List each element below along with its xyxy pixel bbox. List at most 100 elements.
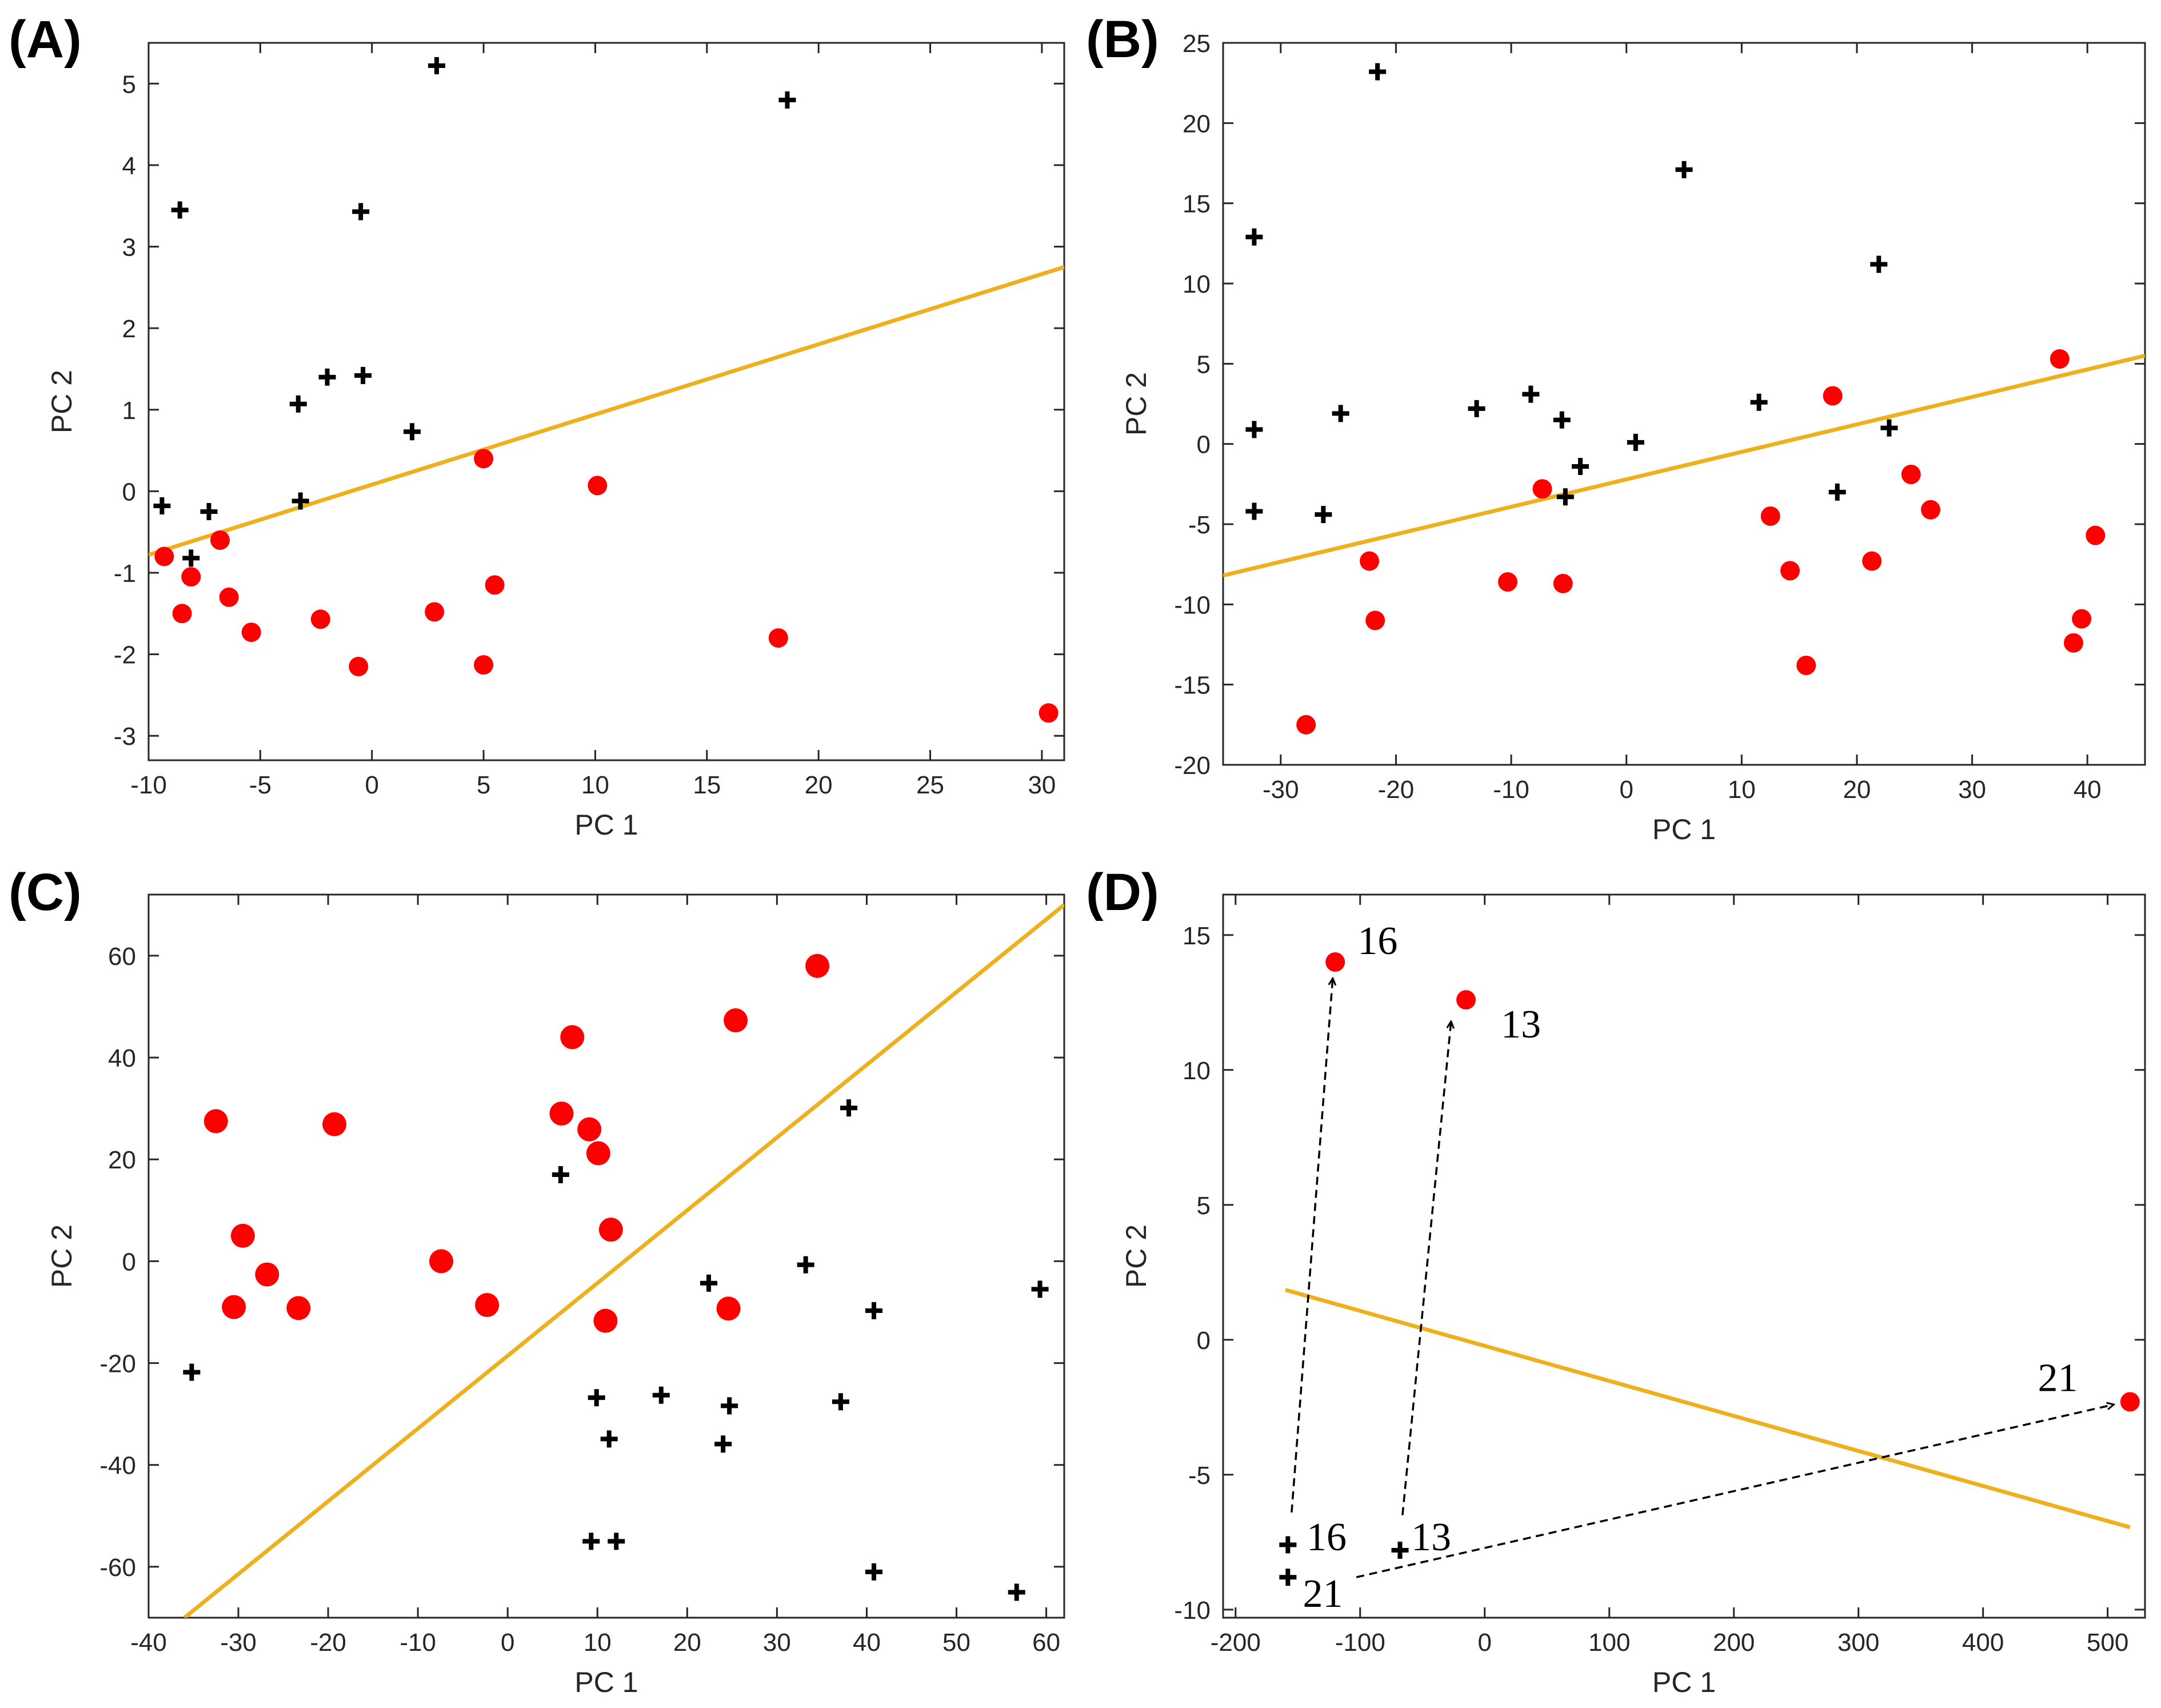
red-circle-point <box>219 587 239 607</box>
x-tick-label: 10 <box>581 771 609 799</box>
point-annotation: 21 <box>1303 1572 1343 1616</box>
red-circle-point <box>210 530 230 550</box>
x-tick-label: 300 <box>1838 1629 1879 1657</box>
red-circle-point <box>593 1308 618 1333</box>
x-tick-label: -30 <box>1263 776 1299 804</box>
black-plus-point <box>153 497 171 515</box>
red-circle-point <box>1760 506 1780 526</box>
y-tick-label: 0 <box>122 478 136 506</box>
panel-letter: (D) <box>1086 863 1159 921</box>
red-circle-point <box>716 1296 741 1321</box>
red-circle-point <box>474 655 494 675</box>
black-plus-point <box>352 203 370 221</box>
point-annotation: 13 <box>1411 1515 1451 1559</box>
red-circle-point <box>322 1112 347 1136</box>
red-circle-point <box>560 1025 585 1049</box>
red-circle-point <box>222 1295 246 1319</box>
y-tick-label: 0 <box>1197 431 1211 459</box>
black-plus-point <box>1572 457 1589 475</box>
y-tick-label: 25 <box>1183 30 1211 58</box>
y-tick-label: -3 <box>114 723 136 751</box>
black-plus-point <box>1556 488 1574 506</box>
point-annotation: 16 <box>1307 1515 1347 1559</box>
y-tick-label: 40 <box>108 1044 136 1072</box>
x-axis-label: PC 1 <box>1652 813 1716 845</box>
black-plus-point <box>778 91 796 109</box>
black-plus-point <box>1750 393 1768 411</box>
y-tick-label: 15 <box>1183 922 1211 950</box>
black-plus-point <box>1880 419 1898 437</box>
plot-area <box>147 893 1065 1619</box>
y-tick-label: 20 <box>108 1146 136 1174</box>
y-tick-label: -10 <box>1174 591 1211 619</box>
red-circle-point <box>474 449 494 469</box>
x-tick-label: 15 <box>693 771 721 799</box>
red-circle-point <box>1498 572 1518 592</box>
decision-boundary-line <box>1285 1288 2131 1530</box>
x-tick-label: -10 <box>400 1629 436 1657</box>
red-circle-point <box>1920 500 1940 520</box>
red-circle-point <box>805 953 830 978</box>
red-circle-point <box>1456 990 1476 1010</box>
red-circle-point <box>1780 561 1800 581</box>
y-tick-label: -20 <box>1174 752 1211 780</box>
y-tick-label: 0 <box>1197 1327 1211 1355</box>
x-tick-label: -20 <box>310 1629 346 1657</box>
x-tick-label: 0 <box>365 771 378 799</box>
y-tick-label: -1 <box>114 560 136 588</box>
panel-b: (B) -30 -20 -10 0 10 20 30 40 -20 -15 -10 -5 0 5 10 15 20… <box>1086 10 2146 845</box>
black-plus-point <box>1245 228 1263 246</box>
black-plus-point <box>582 1533 600 1550</box>
red-circle-point <box>1862 551 1882 571</box>
red-circle-point <box>172 604 192 624</box>
x-tick-label: 400 <box>1962 1629 2004 1657</box>
red-circle-point <box>425 602 445 622</box>
red-circle-point <box>1296 715 1316 735</box>
red-circle-point <box>588 476 608 496</box>
shift-arrow <box>1356 1404 2114 1578</box>
red-circle-point <box>586 1141 610 1166</box>
x-tick-label: 500 <box>2087 1629 2128 1657</box>
y-tick-label: 4 <box>122 152 136 180</box>
black-plus-point <box>1627 433 1644 451</box>
x-tick-label: 20 <box>673 1629 701 1657</box>
red-circle-point <box>181 567 201 587</box>
black-plus-point <box>1008 1583 1025 1601</box>
x-axis-label: PC 1 <box>574 809 638 841</box>
black-plus-point <box>183 1363 201 1381</box>
y-axis-label: PC 2 <box>1120 372 1152 436</box>
x-tick-label: 0 <box>501 1629 514 1657</box>
red-circle-point <box>1532 479 1552 499</box>
y-axis-label: PC 2 <box>46 1224 78 1288</box>
y-tick-label: -5 <box>1188 511 1211 539</box>
red-circle-point <box>1360 551 1380 571</box>
data-layer <box>1223 63 2145 735</box>
y-tick-label: -20 <box>99 1350 136 1378</box>
x-tick-label: 30 <box>1028 771 1056 799</box>
black-plus-point <box>1369 63 1387 81</box>
red-circle-point <box>549 1102 574 1126</box>
red-circle-point <box>2086 525 2106 545</box>
black-plus-point <box>1245 421 1263 438</box>
x-tick-label: -5 <box>249 771 271 799</box>
black-plus-point <box>200 503 218 521</box>
y-tick-label: 0 <box>122 1248 136 1276</box>
plot-area <box>147 42 1065 761</box>
y-tick-label: 5 <box>122 70 136 98</box>
x-tick-label: 40 <box>2074 776 2102 804</box>
black-plus-point <box>354 366 372 384</box>
decision-boundary-line <box>183 903 1064 1618</box>
x-tick-label: 10 <box>584 1629 612 1657</box>
y-tick-label: 5 <box>1197 350 1211 378</box>
y-tick-label: 10 <box>1183 270 1211 298</box>
data-layer <box>1279 952 2140 1586</box>
x-tick-label: 100 <box>1588 1629 1630 1657</box>
black-plus-point <box>600 1430 618 1448</box>
black-plus-point <box>1332 405 1349 422</box>
red-circle-point <box>2120 1392 2140 1412</box>
red-circle-point <box>768 628 788 648</box>
y-tick-label: 15 <box>1183 190 1211 218</box>
red-circle-point <box>429 1249 454 1274</box>
